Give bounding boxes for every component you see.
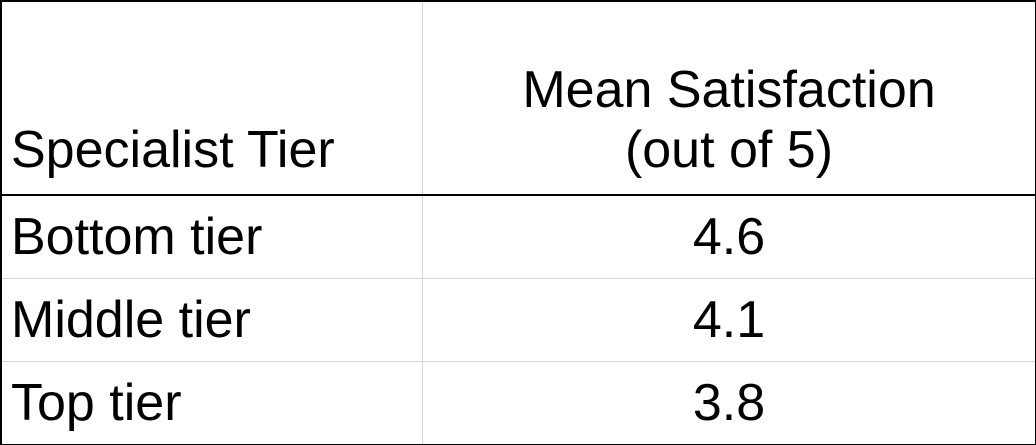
table-body: Bottom tier 4.6 Middle tier 4.1 Top tier… (1, 194, 1036, 445)
row-tier-label: Bottom tier (1, 194, 423, 279)
table-header: Specialist Tier Mean Satisfaction (out o… (1, 1, 1036, 196)
table-row: Bottom tier 4.6 (1, 194, 1036, 279)
header-mean-satisfaction-line2: (out of 5) (624, 121, 834, 179)
header-specialist-tier: Specialist Tier (1, 1, 423, 196)
header-mean-satisfaction: Mean Satisfaction (out of 5) (422, 1, 1036, 196)
row-tier-label: Top tier (1, 361, 423, 445)
header-specialist-tier-label: Specialist Tier (11, 121, 335, 179)
header-row: Specialist Tier Mean Satisfaction (out o… (1, 1, 1036, 196)
row-satisfaction-value: 3.8 (422, 361, 1036, 445)
row-tier-label: Middle tier (1, 278, 423, 362)
table-row: Middle tier 4.1 (1, 278, 1036, 362)
row-satisfaction-value: 4.1 (422, 278, 1036, 362)
header-mean-satisfaction-line1: Mean Satisfaction (522, 61, 936, 119)
table-row: Top tier 3.8 (1, 361, 1036, 445)
row-satisfaction-value: 4.6 (422, 194, 1036, 279)
